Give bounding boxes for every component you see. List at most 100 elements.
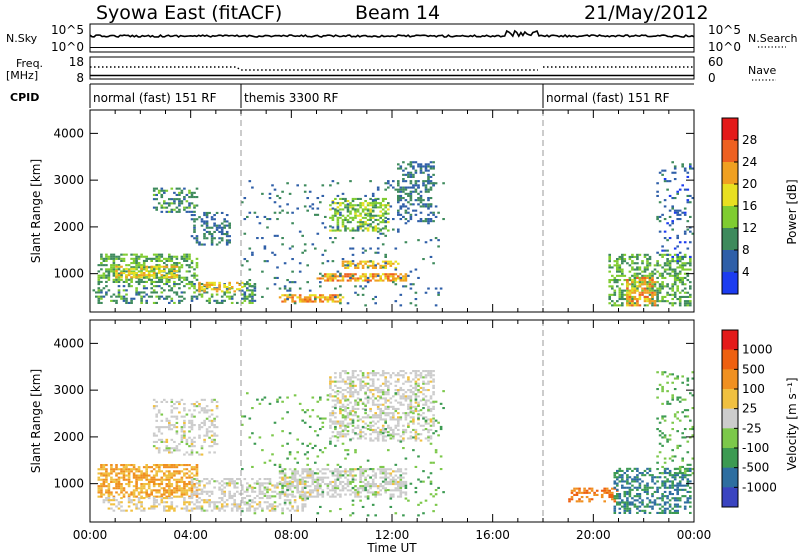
data-cell: [359, 262, 362, 265]
data-cell: [127, 470, 131, 473]
data-cell: [100, 253, 103, 256]
data-cell: [324, 447, 327, 450]
data-cell: [399, 440, 403, 443]
data-cell: [175, 269, 179, 272]
data-cell: [168, 301, 171, 304]
data-cell: [356, 487, 360, 490]
data-cell: [329, 229, 332, 232]
data-cell: [228, 492, 231, 495]
data-cell: [319, 300, 322, 303]
data-cell: [193, 283, 196, 286]
data-cell: [623, 486, 627, 489]
data-cell: [631, 285, 634, 288]
data-cell: [225, 505, 229, 508]
data-cell: [359, 260, 362, 263]
data-cell: [178, 449, 181, 452]
data-cell: [321, 425, 325, 428]
data-cell: [334, 425, 337, 428]
data-cell: [608, 260, 611, 263]
data-cell: [208, 415, 211, 418]
data-cell: [316, 480, 320, 483]
data-cell: [412, 190, 415, 193]
data-cell: [137, 283, 141, 286]
data-cell: [152, 476, 156, 479]
data-cell: [100, 485, 103, 488]
data-cell: [145, 493, 148, 496]
data-cell: [341, 405, 345, 408]
data-cell: [621, 478, 624, 481]
data-cell: [180, 507, 184, 510]
data-cell: [142, 276, 146, 279]
data-cell: [643, 283, 647, 286]
data-cell: [429, 397, 433, 400]
data-cell: [341, 435, 345, 438]
data-cell: [424, 165, 428, 168]
data-cell: [168, 253, 171, 256]
data-cell: [140, 272, 143, 275]
data-cell: [329, 480, 332, 483]
data-cell: [301, 300, 304, 303]
data-cell: [105, 274, 108, 277]
data-cell: [251, 501, 254, 504]
data-cell: [414, 372, 418, 375]
data-cell: [626, 478, 629, 481]
data-cell: [392, 228, 395, 231]
data-cell: [130, 297, 133, 300]
data-cell: [266, 260, 269, 263]
data-cell: [319, 298, 322, 301]
data-cell: [311, 396, 315, 399]
data-cell: [419, 372, 423, 375]
data-cell: [671, 161, 674, 164]
data-cell: [583, 489, 586, 492]
data-cell: [399, 478, 403, 481]
data-cell: [198, 484, 201, 487]
data-cell: [102, 272, 106, 275]
data-cell: [97, 491, 101, 494]
data-cell: [384, 264, 387, 267]
data-cell: [628, 298, 632, 301]
data-cell: [334, 295, 337, 298]
data-cell: [351, 229, 355, 232]
data-cell: [132, 468, 136, 471]
data-cell: [188, 453, 191, 456]
data-cell: [248, 505, 252, 508]
data-cell: [112, 499, 116, 502]
data-cell: [381, 485, 385, 488]
data-cell: [339, 208, 342, 211]
data-cell: [203, 509, 206, 512]
data-cell: [112, 257, 116, 260]
data-cell: [689, 268, 692, 271]
data-cell: [266, 226, 269, 229]
data-cell: [412, 175, 415, 178]
data-cell: [392, 476, 395, 479]
data-cell: [180, 280, 184, 283]
data-cell: [633, 289, 637, 292]
data-cell: [359, 225, 362, 228]
data-cell: [429, 220, 433, 223]
data-cell: [105, 270, 108, 273]
data-cell: [658, 201, 662, 204]
data-cell: [117, 291, 121, 294]
data-cell: [651, 279, 654, 282]
data-cell: [369, 180, 372, 183]
data-cell: [127, 501, 131, 504]
data-cell: [387, 372, 390, 375]
data-cell: [230, 287, 234, 290]
data-cell: [190, 451, 194, 454]
data-cell: [137, 470, 141, 473]
data-cell: [286, 476, 289, 479]
data-cell: [631, 304, 634, 307]
data-cell: [163, 474, 166, 477]
data-cell: [361, 251, 365, 254]
data-cell: [346, 478, 350, 481]
data-cell: [429, 188, 433, 191]
data-cell: [364, 412, 367, 415]
data-cell: [573, 489, 576, 492]
data-cell: [198, 424, 201, 427]
data-cell: [112, 259, 116, 262]
data-cell: [613, 276, 617, 279]
data-cell: [198, 507, 201, 510]
data-cell: [283, 484, 287, 487]
data-cell: [673, 260, 677, 263]
data-cell: [185, 257, 189, 260]
